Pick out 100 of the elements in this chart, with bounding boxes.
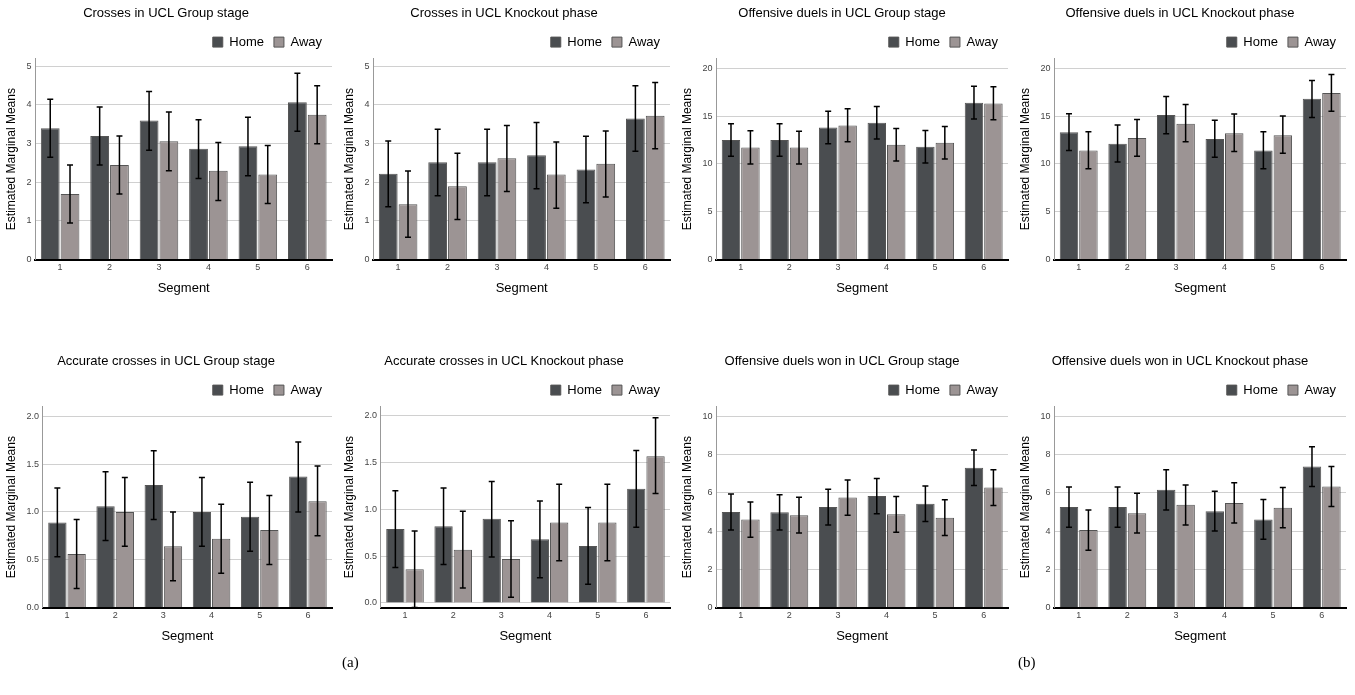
x-tick-label: 3 xyxy=(835,609,841,620)
x-tick-label: 2 xyxy=(450,609,456,620)
y-tick-label: 3 xyxy=(364,138,370,149)
x-tick-label: 3 xyxy=(156,262,162,273)
y-tick-label: 1.5 xyxy=(364,456,377,467)
x-tick-label: 6 xyxy=(305,609,311,620)
x-tick-label: 4 xyxy=(205,262,211,273)
y-tick-label: 6 xyxy=(707,486,713,497)
y-tick-label: 20 xyxy=(1040,62,1051,73)
legend-label: Away xyxy=(628,33,661,49)
legend-label: Home xyxy=(567,381,602,397)
y-tick-label: 1 xyxy=(26,215,32,226)
y-axis-title: Estimated Marginal Means xyxy=(3,88,18,231)
x-tick-label: 3 xyxy=(835,262,841,273)
y-tick-label: 2 xyxy=(364,176,370,187)
y-tick-label: 4 xyxy=(707,525,713,536)
x-tick-label: 4 xyxy=(884,262,890,273)
legend-label: Home xyxy=(229,381,264,397)
y-tick-label: 8 xyxy=(1045,448,1051,459)
x-tick-label: 4 xyxy=(547,609,553,620)
x-tick-label: 1 xyxy=(402,609,408,620)
y-tick-label: 5 xyxy=(26,60,32,71)
y-tick-label: 0 xyxy=(707,601,713,612)
chart-title: Crosses in UCL Knockout phase xyxy=(410,5,598,21)
x-tick-label: 2 xyxy=(107,262,113,273)
y-tick-label: 0 xyxy=(707,254,713,265)
y-axis-title: Estimated Marginal Means xyxy=(679,435,694,578)
legend-label: Away xyxy=(966,381,999,397)
legend-label: Home xyxy=(567,33,602,49)
y-tick-label: 10 xyxy=(702,410,713,421)
legend-label: Home xyxy=(905,381,940,397)
y-tick-label: 10 xyxy=(702,158,713,169)
y-tick-label: 2.0 xyxy=(364,409,377,420)
y-tick-label: 2.0 xyxy=(26,410,39,421)
x-axis-title: Segment xyxy=(161,627,214,643)
y-tick-label: 0.0 xyxy=(26,601,39,612)
y-tick-label: 10 xyxy=(1040,158,1051,169)
x-tick-label: 1 xyxy=(395,262,401,273)
x-tick-label: 2 xyxy=(445,262,451,273)
x-tick-label: 1 xyxy=(64,609,70,620)
y-tick-label: 0 xyxy=(1045,254,1051,265)
x-tick-label: 6 xyxy=(642,262,648,273)
x-tick-label: 2 xyxy=(786,262,792,273)
x-tick-label: 3 xyxy=(1173,262,1179,273)
x-tick-label: 1 xyxy=(738,262,744,273)
y-tick-label: 1 xyxy=(364,215,370,226)
x-axis-title: Segment xyxy=(836,279,889,295)
legend-label: Home xyxy=(905,33,940,49)
y-tick-label: 4 xyxy=(1045,525,1051,536)
y-tick-label: 3 xyxy=(26,138,32,149)
y-tick-label: 0.5 xyxy=(26,553,39,564)
y-tick-label: 15 xyxy=(702,110,713,121)
y-axis-title: Estimated Marginal Means xyxy=(341,88,356,231)
x-tick-label: 5 xyxy=(932,262,938,273)
y-tick-label: 10 xyxy=(1040,410,1051,421)
legend-label: Away xyxy=(628,381,661,397)
x-tick-label: 4 xyxy=(1222,262,1228,273)
y-tick-label: 0 xyxy=(26,254,32,265)
chart-title: Offensive duels in UCL Knockout phase xyxy=(1065,5,1295,21)
x-tick-label: 5 xyxy=(595,609,601,620)
y-tick-label: 0.5 xyxy=(364,550,377,561)
x-tick-label: 6 xyxy=(643,609,649,620)
x-tick-label: 4 xyxy=(1222,609,1228,620)
x-tick-label: 2 xyxy=(1124,262,1130,273)
y-tick-label: 8 xyxy=(707,448,713,459)
y-tick-label: 5 xyxy=(364,60,370,71)
x-tick-label: 6 xyxy=(981,609,987,620)
legend-label: Away xyxy=(290,381,323,397)
chart-title: Accurate crosses in UCL Knockout phase xyxy=(384,352,624,368)
y-tick-label: 4 xyxy=(26,99,32,110)
x-axis-title: Segment xyxy=(499,627,552,643)
y-tick-label: 1.5 xyxy=(26,458,39,469)
x-tick-label: 5 xyxy=(257,609,263,620)
x-tick-label: 3 xyxy=(498,609,504,620)
legend-label: Away xyxy=(290,33,323,49)
y-tick-label: 20 xyxy=(702,62,713,73)
y-tick-label: 15 xyxy=(1040,110,1051,121)
y-tick-label: 0.0 xyxy=(364,596,377,607)
x-tick-label: 5 xyxy=(932,609,938,620)
y-axis-title: Estimated Marginal Means xyxy=(1017,88,1032,231)
x-tick-label: 3 xyxy=(160,609,166,620)
y-tick-label: 0 xyxy=(364,254,370,265)
x-tick-label: 6 xyxy=(304,262,310,273)
x-axis-title: Segment xyxy=(1174,279,1227,295)
x-tick-label: 1 xyxy=(57,262,63,273)
y-tick-label: 4 xyxy=(364,99,370,110)
y-tick-label: 2 xyxy=(707,563,713,574)
y-tick-label: 5 xyxy=(1045,206,1051,217)
x-tick-label: 2 xyxy=(1124,609,1130,620)
text: (b) xyxy=(1018,653,1036,671)
x-tick-label: 2 xyxy=(112,609,118,620)
x-axis-title: Segment xyxy=(836,627,889,643)
y-axis-title: Estimated Marginal Means xyxy=(679,88,694,231)
chart-title: Offensive duels won in UCL Group stage xyxy=(724,352,960,368)
y-tick-label: 6 xyxy=(1045,486,1051,497)
y-tick-label: 1.0 xyxy=(364,503,377,514)
x-axis-title: Segment xyxy=(1174,627,1227,643)
y-tick-label: 2 xyxy=(1045,563,1051,574)
legend-label: Home xyxy=(1243,381,1278,397)
legend-label: Away xyxy=(966,33,999,49)
